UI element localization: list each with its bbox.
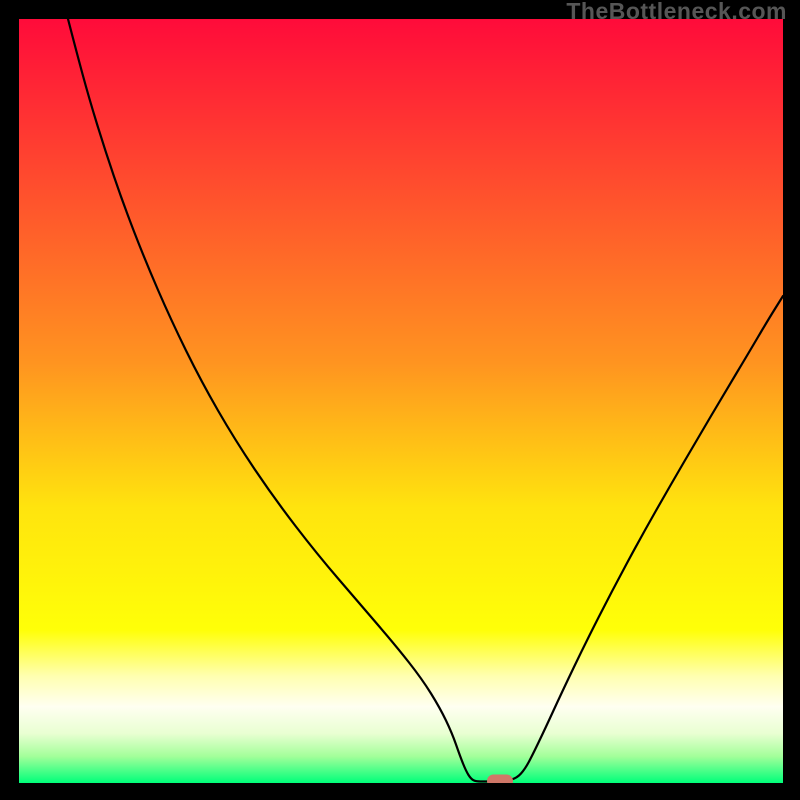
chart-svg [19,19,783,783]
chart-container: TheBottleneck.com [0,0,800,800]
plot-area [19,19,783,783]
watermark-text: TheBottleneck.com [566,0,787,25]
bottleneck-marker [487,775,513,784]
gradient-background [19,19,783,783]
